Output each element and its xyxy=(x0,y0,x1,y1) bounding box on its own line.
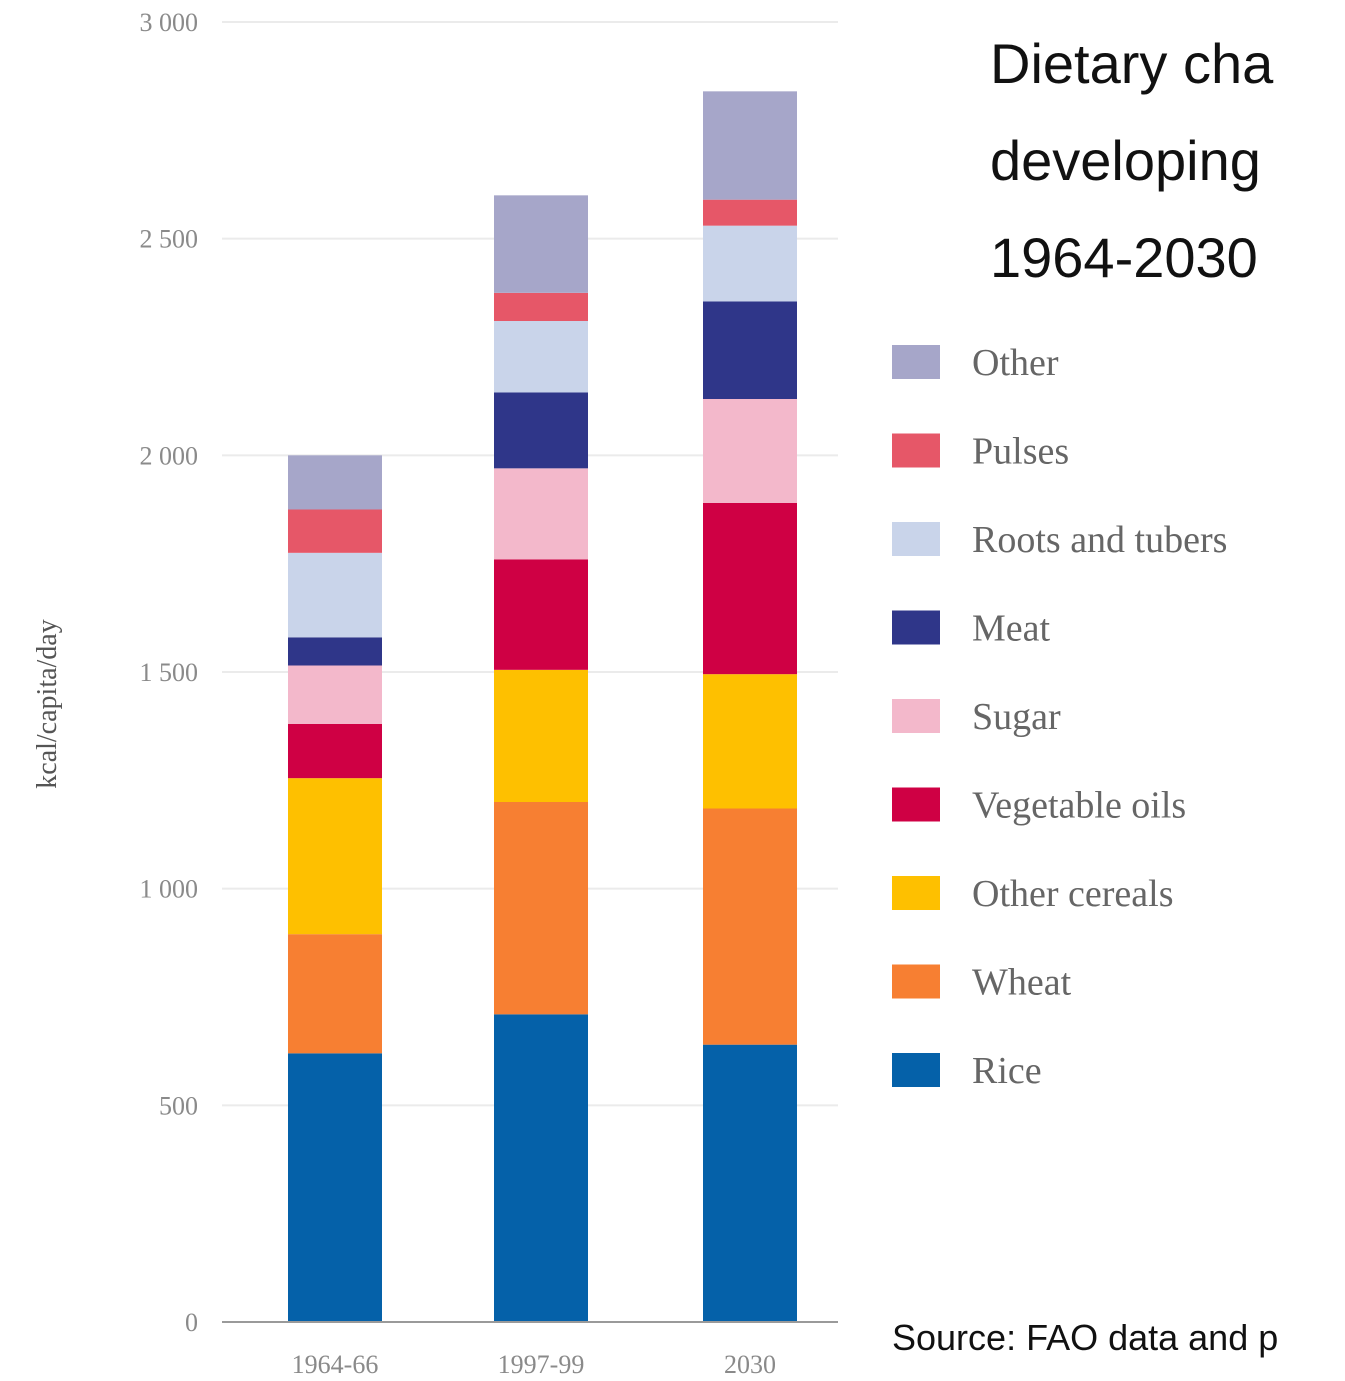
x-tick-label-1997-99: 1997-99 xyxy=(498,1350,585,1379)
y-tick-label-2000: 2 000 xyxy=(140,441,199,470)
bar-segment-meat-2030 xyxy=(703,301,797,399)
y-tick-label-1500: 1 500 xyxy=(140,658,199,687)
x-tick-label-1964-66: 1964-66 xyxy=(292,1350,379,1379)
legend-swatch-vegetable-oils xyxy=(892,787,940,822)
legend-swatch-sugar xyxy=(892,699,940,733)
y-tick-label-2500: 2 500 xyxy=(140,225,199,254)
x-tick-label-2030: 2030 xyxy=(724,1350,776,1379)
source-note: Source: FAO data and p xyxy=(892,1317,1278,1358)
bar-segment-vegetable-oils-2030 xyxy=(703,503,797,675)
legend-swatch-pulses xyxy=(892,433,940,468)
legend: Other Pulses Roots and tubers Meat Sugar Vege… xyxy=(892,342,1227,1092)
y-axis-label: kcal/capita/day xyxy=(32,619,63,788)
legend-label-other: Other xyxy=(972,342,1059,384)
legend-swatch-wheat xyxy=(892,964,940,999)
bar-segment-rice-2030 xyxy=(703,1044,797,1322)
bar-segment-other-2030 xyxy=(703,91,797,200)
bar-segment-roots-and-tubers-2030 xyxy=(703,225,797,302)
bar-segment-roots-and-tubers-1964-66 xyxy=(288,552,382,638)
legend-label-wheat: Wheat xyxy=(972,962,1072,1004)
bar-segment-wheat-2030 xyxy=(703,808,797,1045)
title-line-2: developing xyxy=(990,129,1261,192)
legend-label-sugar: Sugar xyxy=(972,696,1061,738)
legend-swatch-roots-and-tubers xyxy=(892,522,940,556)
bar-segment-pulses-2030 xyxy=(703,199,797,226)
legend-label-rice: Rice xyxy=(972,1050,1042,1092)
bar-segment-sugar-1997-99 xyxy=(494,468,588,560)
bar-segment-sugar-1964-66 xyxy=(288,665,382,724)
y-tick-labels: 0 500 1 000 1 500 2 000 2 500 3 000 xyxy=(140,8,199,1337)
bars xyxy=(288,91,797,1322)
y-tick-label-0: 0 xyxy=(185,1308,198,1337)
y-tick-label-1000: 1 000 xyxy=(140,875,199,904)
x-tick-labels: 1964-66 1997-99 2030 xyxy=(292,1350,776,1379)
bar-segment-pulses-1997-99 xyxy=(494,292,588,321)
bar-segment-other-1964-66 xyxy=(288,455,382,510)
title-line-1: Dietary cha xyxy=(990,32,1274,95)
y-tick-label-3000: 3 000 xyxy=(140,8,199,37)
title-line-3: 1964-2030 xyxy=(990,226,1258,289)
bar-segment-rice-1964-66 xyxy=(288,1053,382,1322)
bar-segment-meat-1964-66 xyxy=(288,637,382,666)
chart-title: Dietary cha developing 1964-2030 xyxy=(990,32,1274,289)
legend-label-meat: Meat xyxy=(972,608,1051,650)
bar-segment-vegetable-oils-1964-66 xyxy=(288,724,382,779)
legend-label-vegetable-oils: Vegetable oils xyxy=(972,785,1186,827)
bar-segment-pulses-1964-66 xyxy=(288,509,382,553)
bar-segment-other-cereals-2030 xyxy=(703,674,797,809)
bar-segment-roots-and-tubers-1997-99 xyxy=(494,321,588,393)
legend-swatch-meat xyxy=(892,610,940,645)
legend-swatch-rice xyxy=(892,1053,940,1087)
legend-swatch-other xyxy=(892,345,940,379)
legend-label-roots-and-tubers: Roots and tubers xyxy=(972,519,1227,561)
legend-label-other-cereals: Other cereals xyxy=(972,873,1174,915)
legend-swatch-other-cereals xyxy=(892,876,940,910)
y-tick-label-500: 500 xyxy=(159,1091,198,1120)
bar-segment-wheat-1964-66 xyxy=(288,934,382,1054)
bar-segment-other-1997-99 xyxy=(494,195,588,293)
bar-segment-meat-1997-99 xyxy=(494,392,588,469)
legend-label-pulses: Pulses xyxy=(972,431,1069,473)
bar-segment-wheat-1997-99 xyxy=(494,802,588,1015)
bar-segment-other-cereals-1964-66 xyxy=(288,778,382,935)
bar-segment-vegetable-oils-1997-99 xyxy=(494,559,588,670)
bar-segment-rice-1997-99 xyxy=(494,1014,588,1322)
bar-segment-sugar-2030 xyxy=(703,399,797,503)
bar-segment-other-cereals-1997-99 xyxy=(494,669,588,802)
